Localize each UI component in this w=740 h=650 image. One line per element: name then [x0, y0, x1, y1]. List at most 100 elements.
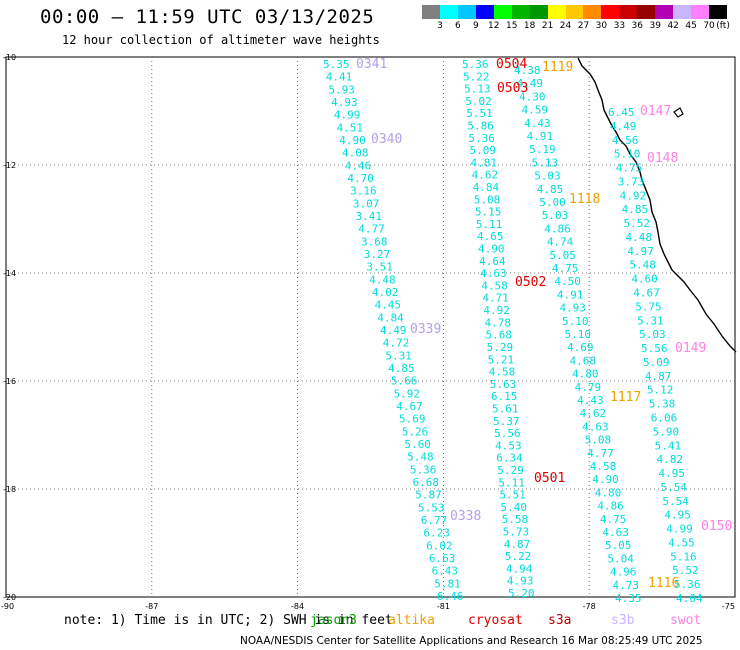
wave-height-value: 4.92: [620, 189, 647, 202]
wave-height-value: 4.84: [377, 311, 404, 324]
wave-height-value: 4.97: [627, 245, 654, 258]
lat-tick-label: -12: [3, 161, 16, 170]
legend-tick-label: 18: [523, 21, 536, 31]
wave-height-value: 3.51: [366, 261, 393, 274]
wave-height-value: 5.03: [639, 328, 666, 341]
wave-height-value: 5.11: [498, 476, 524, 489]
legend-tick-label: 12: [488, 21, 500, 31]
wave-height-value: 5.10: [565, 328, 592, 341]
legend-swatch: [422, 5, 440, 19]
wave-height-value: 4.58: [481, 279, 508, 292]
wave-height-value: 4.94: [506, 562, 533, 575]
legend-tick-label: 45: [685, 21, 697, 31]
pass-id-label: 0339: [410, 322, 441, 337]
wave-height-value: 5.16: [670, 550, 697, 563]
wave-height-value: 5.08: [585, 434, 612, 447]
wave-height-value: 5.13: [464, 83, 491, 96]
map-grid: [5, 56, 736, 598]
wave-height-value: 6.15: [491, 390, 518, 403]
wave-height-value: 4.55: [668, 536, 695, 549]
wave-height-value: 5.19: [529, 143, 556, 156]
wave-height-value: 3.41: [356, 210, 383, 223]
wave-height-value: 5.36: [468, 132, 495, 145]
wave-height-value: 4.86: [597, 500, 624, 513]
satellite-legend-item: jason3: [310, 613, 357, 628]
wave-height-value: 4.90: [339, 134, 366, 147]
wave-height-value: 5.52: [624, 217, 651, 230]
wave-height-value: 5.09: [643, 356, 670, 369]
wave-height-value: 4.63: [602, 526, 629, 539]
wave-height-value: 4.46: [345, 159, 372, 172]
wave-height-value: 4.75: [552, 262, 579, 275]
wave-height-value: 4.93: [507, 575, 534, 588]
pass-id-label: 1117: [610, 390, 641, 405]
wave-height-value: 5.03: [534, 170, 561, 183]
wave-height-value: 4.45: [375, 299, 402, 312]
wave-height-value: 4.85: [537, 183, 564, 196]
wave-height-value: 5.11: [476, 218, 503, 231]
wave-height-value: 4.95: [664, 509, 691, 522]
pass-id-label: 0503: [497, 81, 528, 96]
pass-id-label: 0148: [647, 151, 678, 166]
wave-height-value: 5.69: [399, 413, 426, 426]
lat-tick-label: -16: [3, 377, 16, 386]
map-frame: [5, 56, 736, 598]
credit-line: NOAA/NESDIS Center for Satellite Applica…: [240, 635, 703, 647]
wave-height-value: 5.61: [492, 402, 519, 415]
wave-height-value: 4.30: [519, 90, 546, 103]
wave-height-value: 4.65: [477, 230, 504, 243]
wave-height-value: 5.90: [653, 425, 680, 438]
wave-height-value: 4.43: [524, 117, 551, 130]
wave-height-value: 5.41: [655, 439, 682, 452]
legend-swatch: [547, 5, 566, 19]
wave-height-value: 5.10: [562, 315, 589, 328]
pass-id-label: 0338: [450, 509, 481, 524]
wave-height-value: 4.74: [547, 236, 574, 249]
wave-height-value: 4.87: [645, 370, 672, 383]
wave-height-value: 6.06: [651, 411, 678, 424]
wave-height-value: 5.03: [542, 209, 569, 222]
legend-swatch: [619, 5, 638, 19]
wave-height-value: 5.31: [637, 314, 664, 327]
wave-height-value: 4.90: [478, 243, 505, 256]
wave-height-value: 4.75: [616, 162, 643, 175]
lon-tick-label: -90: [1, 602, 14, 611]
chart-subtitle: 12 hour collection of altimeter wave hei…: [62, 33, 380, 47]
wave-height-value: 5.86: [467, 120, 494, 133]
wave-height-value: 3.07: [353, 197, 380, 210]
legend-swatch: [601, 5, 620, 19]
wave-height-value: 3.16: [350, 185, 377, 198]
wave-height-value: 5.93: [328, 83, 355, 96]
wave-height-value: 5.29: [497, 464, 524, 477]
wave-height-value: 4.49: [610, 120, 637, 133]
wave-height-value: 4.02: [372, 286, 399, 299]
wave-height-value: 4.78: [484, 316, 511, 329]
legend-swatch: [529, 5, 548, 19]
chart-title: 00:00 – 11:59 UTC 03/13/2025: [40, 6, 375, 28]
legend-tick-label: 70: [703, 21, 715, 31]
legend-tick-label: 27: [577, 21, 590, 31]
satellite-legend-item: cryosat: [468, 613, 523, 628]
legend-swatch: [637, 5, 656, 19]
wave-height-value: 5.36: [462, 58, 489, 71]
wave-height-value: 4.63: [582, 420, 609, 433]
wave-height-value: 6.45: [608, 106, 635, 119]
wave-height-value: 4.85: [622, 203, 649, 216]
wave-height-value: 5.15: [475, 206, 502, 219]
wave-height-value: 4.43: [577, 394, 604, 407]
wave-height-value: 4.08: [342, 147, 369, 160]
legend-tick-label: 3: [437, 21, 443, 31]
wave-height-value: 4.87: [504, 538, 531, 551]
wave-height-value: 4.91: [527, 130, 554, 143]
wave-height-value: 5.68: [486, 329, 513, 342]
legend-tick-label: 15: [505, 21, 518, 31]
legend-swatch: [655, 5, 674, 19]
wave-height-value: 5.05: [605, 539, 632, 552]
wave-height-value: 5.52: [672, 564, 699, 577]
pass-id-label: 0149: [675, 341, 706, 356]
wave-height-value: 4.71: [482, 292, 509, 305]
wave-height-value: 6.43: [432, 565, 459, 578]
wave-height-value: 5.29: [487, 341, 513, 354]
wave-height-value: 5.36: [410, 463, 437, 476]
